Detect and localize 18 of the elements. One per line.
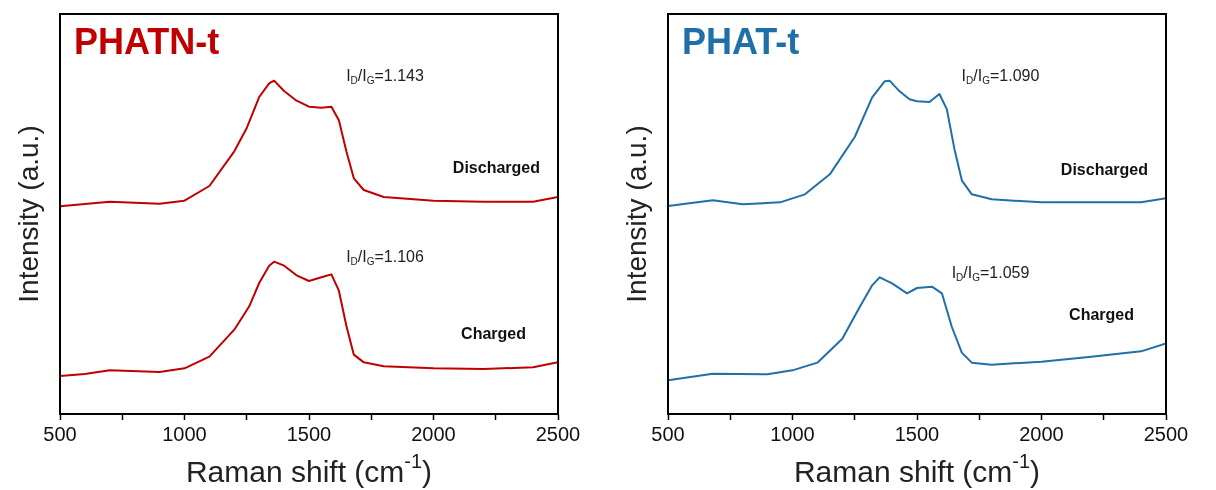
chart-title: PHATN-t bbox=[74, 20, 220, 62]
x-tick-label: 500 bbox=[43, 422, 77, 445]
series-label: Discharged bbox=[452, 159, 540, 177]
y-axis-title: Intensity (a.u.) bbox=[620, 125, 652, 303]
x-tick-label: 1000 bbox=[770, 422, 815, 445]
y-axis-title: Intensity (a.u.) bbox=[12, 125, 44, 303]
series-label: Charged bbox=[461, 324, 527, 342]
x-tick-label: 2500 bbox=[1143, 422, 1189, 445]
x-tick-label: 2000 bbox=[1019, 422, 1064, 445]
chart-title: PHAT-t bbox=[682, 20, 800, 62]
x-tick-label: 1500 bbox=[286, 422, 332, 445]
x-tick-label: 1500 bbox=[894, 422, 940, 445]
series-label: Charged bbox=[1069, 305, 1135, 323]
series-label: Discharged bbox=[1060, 160, 1148, 178]
x-tick-label: 2000 bbox=[411, 422, 456, 445]
x-tick-label: 2500 bbox=[535, 422, 581, 445]
x-tick-label: 500 bbox=[651, 422, 685, 445]
x-tick-label: 1000 bbox=[162, 422, 207, 445]
